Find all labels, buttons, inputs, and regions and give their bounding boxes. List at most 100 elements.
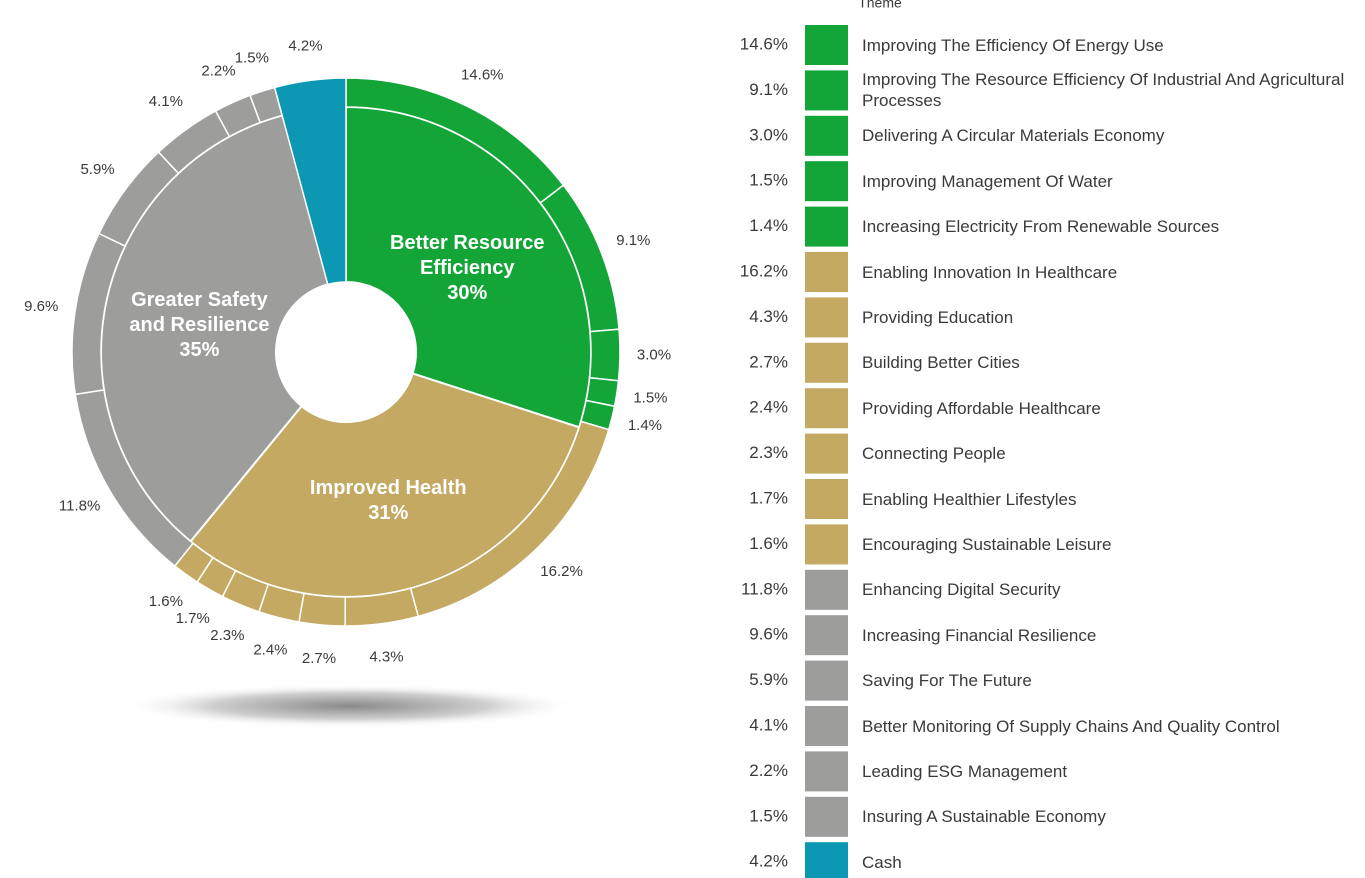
legend-name: Leading ESG Management xyxy=(862,761,1068,781)
legend-name: Increasing Financial Resilience xyxy=(862,625,1097,645)
group-name: Better Resource Efficiency xyxy=(390,232,545,280)
group-value-label: 35% xyxy=(179,338,220,361)
legend-item: Delivering A Circular Materials Economy xyxy=(862,126,1165,146)
segment-label: 1.5% xyxy=(633,390,667,407)
legend-item: Building Better Cities xyxy=(862,353,1020,373)
legend-item: Enabling Healthier Lifestyles xyxy=(862,489,1077,509)
legend-value: 1.7% xyxy=(749,488,788,507)
segment-label: 1.5% xyxy=(235,50,269,67)
legend-name: Encouraging Sustainable Leisure xyxy=(862,534,1112,554)
segment-label: 14.6% xyxy=(461,67,504,84)
segment-label: 1.6% xyxy=(149,593,183,610)
segment-label: 3.0% xyxy=(637,346,671,363)
legend-name: Providing Affordable Healthcare xyxy=(862,398,1101,418)
legend-name: Delivering A Circular Materials Economy xyxy=(862,126,1165,146)
legend-item: Saving For The Future xyxy=(862,671,1032,691)
legend-value: 16.2% xyxy=(740,261,788,280)
legend-swatch xyxy=(805,25,848,65)
group-label-text: Better Resource Efficiency 30% xyxy=(387,219,547,319)
legend-swatch xyxy=(805,706,848,746)
legend-swatch xyxy=(805,615,848,656)
legend-item: Leading ESG Management xyxy=(862,761,1068,781)
legend-value: 4.3% xyxy=(749,307,788,326)
legend-name: Saving For The Future xyxy=(862,671,1032,691)
segment xyxy=(588,328,621,382)
legend-swatch xyxy=(805,660,848,701)
legend-name: Enabling Innovation In Healthcare xyxy=(862,262,1118,282)
legend-swatch xyxy=(805,751,848,792)
legend-swatch xyxy=(805,433,848,474)
legend-name: Insuring A Sustainable Economy xyxy=(862,807,1106,827)
legend-swatch xyxy=(805,569,848,610)
legend-item: Cash xyxy=(862,852,902,872)
segment-label: 9.6% xyxy=(24,298,58,315)
legend-name: Better Monitoring Of Supply Chains And Q… xyxy=(862,716,1280,736)
legend-value: 1.4% xyxy=(749,216,788,235)
legend-item: Enabling Innovation In Healthcare xyxy=(862,262,1118,282)
legend-value: 2.3% xyxy=(749,443,788,462)
group-label-text: Improved Health 31% xyxy=(308,451,468,551)
legend-swatch xyxy=(805,206,848,247)
group-name: Greater Safety and Resilience xyxy=(129,288,270,336)
legend-name: Increasing Electricity From Renewable So… xyxy=(862,217,1220,237)
legend-item: Encouraging Sustainable Leisure xyxy=(862,534,1112,554)
legend-value: 9.6% xyxy=(749,625,788,644)
legend-name: Enhancing Digital Security xyxy=(862,580,1061,600)
legend-swatch xyxy=(805,70,848,111)
legend-value: 14.6% xyxy=(740,34,788,53)
legend-swatch xyxy=(805,842,848,878)
legend-swatch xyxy=(805,796,848,837)
segment-label: 9.1% xyxy=(616,232,650,249)
legend-swatch xyxy=(805,524,848,565)
legend-item: Improving The Efficiency Of Energy Use xyxy=(862,35,1164,55)
segment-label: 4.3% xyxy=(369,648,403,665)
legend-item: Increasing Electricity From Renewable So… xyxy=(862,217,1220,237)
segment-label: 5.9% xyxy=(80,161,114,178)
legend-name: Building Better Cities xyxy=(862,353,1020,373)
legend-swatch xyxy=(805,388,848,429)
legend-swatch xyxy=(805,161,848,202)
legend-item: Better Monitoring Of Supply Chains And Q… xyxy=(862,716,1280,736)
legend-value: 1.5% xyxy=(749,171,788,190)
legend-swatch xyxy=(805,479,848,519)
legend-swatch xyxy=(805,297,848,338)
segment-label: 11.8% xyxy=(59,498,100,515)
legend-item: Improving Management Of Water xyxy=(862,172,1113,191)
group-value-label: 31% xyxy=(368,501,409,524)
shadow xyxy=(120,684,580,728)
legend-item: Insuring A Sustainable Economy xyxy=(862,807,1106,827)
legend-item: Connecting People xyxy=(862,444,1006,463)
segment-label: 1.4% xyxy=(628,417,662,434)
legend-value: 11.8% xyxy=(741,579,788,598)
legend-title: Theme xyxy=(858,0,902,11)
legend-name: Cash xyxy=(862,852,902,872)
legend-value: 5.9% xyxy=(749,670,788,689)
legend-item: Enhancing Digital Security xyxy=(862,580,1061,600)
legend-name: Improving The Resource Efficiency Of Ind… xyxy=(862,70,1345,111)
legend-name: Improving The Efficiency Of Energy Use xyxy=(862,35,1164,55)
segment-label: 4.2% xyxy=(288,38,322,55)
segment xyxy=(273,77,347,286)
segment-label: 2.2% xyxy=(201,63,235,80)
legend-name: Enabling Healthier Lifestyles xyxy=(862,489,1077,509)
legend-value: 2.2% xyxy=(749,761,788,780)
legend-value: 4.1% xyxy=(749,715,788,734)
group-name: Improved Health xyxy=(309,476,467,499)
segment-label: 1.7% xyxy=(176,610,210,627)
legend-value: 4.2% xyxy=(749,852,788,871)
legend-value: 2.4% xyxy=(749,398,788,417)
legend-value: 3.0% xyxy=(749,125,788,144)
segment-label: 2.3% xyxy=(210,627,244,644)
legend-name: Providing Education xyxy=(862,307,1014,327)
legend-swatch xyxy=(805,252,848,292)
legend-item: Providing Education xyxy=(862,307,1014,327)
legend-value: 1.5% xyxy=(749,806,788,825)
group-label-text: Greater Safety and Resilience 35% xyxy=(119,275,279,375)
legend-value: 2.7% xyxy=(749,352,788,371)
legend-swatch xyxy=(805,115,848,156)
segment-label: 2.4% xyxy=(253,642,287,659)
legend-item: Improving The Resource Efficiency Of Ind… xyxy=(862,70,1345,111)
